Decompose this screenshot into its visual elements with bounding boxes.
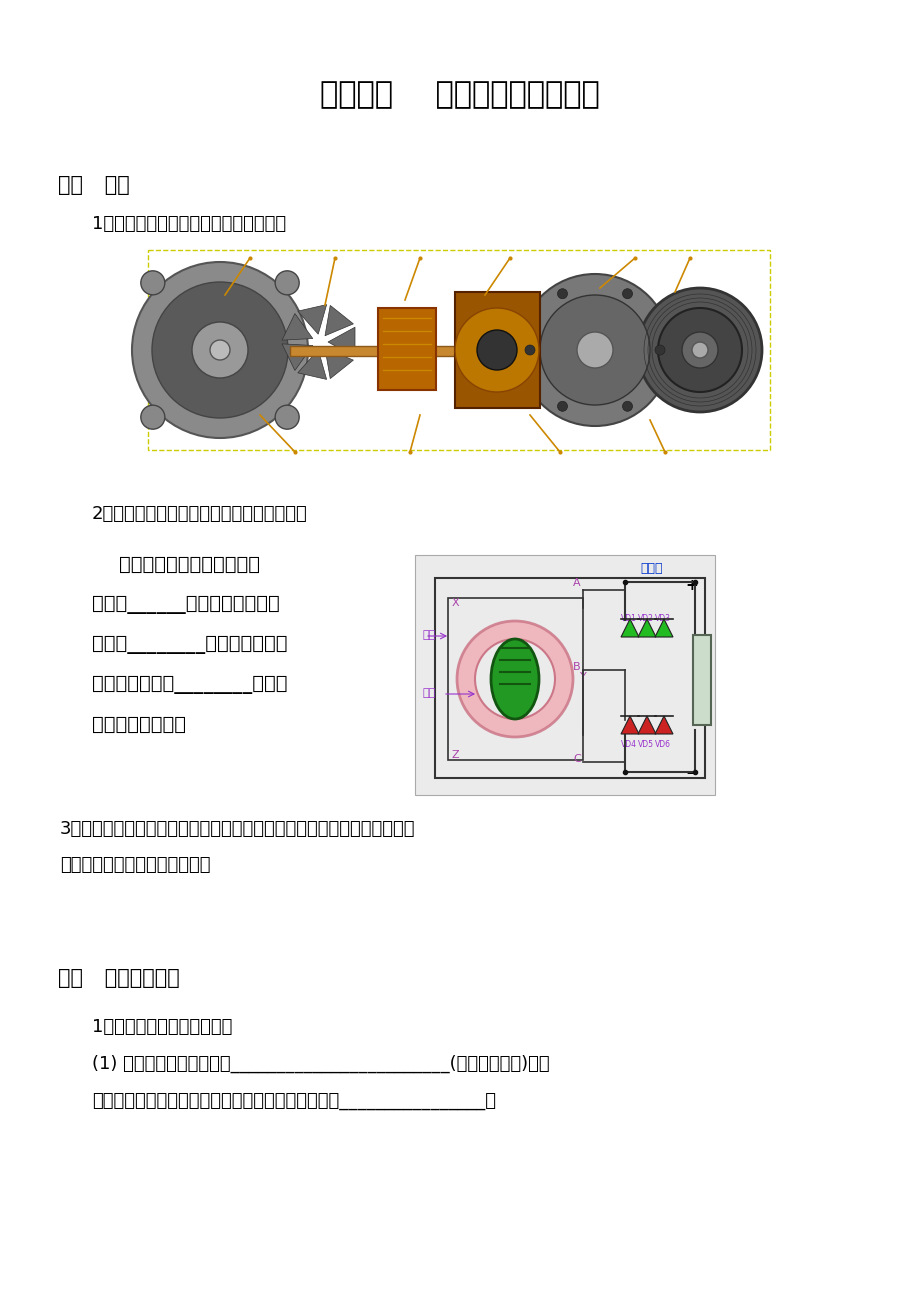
Circle shape bbox=[654, 345, 664, 355]
Text: A: A bbox=[573, 578, 580, 589]
Circle shape bbox=[539, 296, 650, 405]
Polygon shape bbox=[324, 306, 353, 336]
Text: 一、   咨询: 一、 咨询 bbox=[58, 174, 130, 195]
Text: 当励磁绕组有电流通过时，: 当励磁绕组有电流通过时， bbox=[92, 555, 260, 574]
Polygon shape bbox=[282, 344, 312, 371]
Text: 旋转，________与磁力线发生相: 旋转，________与磁力线发生相 bbox=[92, 635, 288, 654]
Text: 二、   计划与实施：: 二、 计划与实施： bbox=[58, 967, 179, 988]
Circle shape bbox=[141, 405, 165, 430]
Text: 任务工单    汽车发电机零件检修: 任务工单 汽车发电机零件检修 bbox=[320, 79, 599, 109]
Circle shape bbox=[275, 271, 299, 294]
Polygon shape bbox=[282, 314, 312, 340]
Bar bbox=[692, 635, 710, 725]
Text: +: + bbox=[685, 578, 697, 592]
Text: X: X bbox=[451, 598, 460, 608]
Text: 器: 器 bbox=[696, 680, 701, 690]
Circle shape bbox=[192, 322, 248, 378]
Text: 整流器: 整流器 bbox=[640, 562, 662, 575]
Text: B: B bbox=[573, 661, 580, 672]
Circle shape bbox=[131, 262, 308, 437]
Circle shape bbox=[557, 401, 567, 411]
Circle shape bbox=[525, 345, 535, 355]
Polygon shape bbox=[328, 327, 355, 357]
Text: Z: Z bbox=[451, 750, 460, 760]
Text: 3、结合汽车交流发电机的组成部分和工作原理，分析汽车交流发电机不发: 3、结合汽车交流发电机的组成部分和工作原理，分析汽车交流发电机不发 bbox=[60, 820, 415, 838]
Text: Y: Y bbox=[579, 672, 586, 682]
Polygon shape bbox=[298, 305, 326, 335]
Circle shape bbox=[657, 309, 742, 392]
Circle shape bbox=[275, 405, 299, 430]
Polygon shape bbox=[298, 350, 326, 379]
Polygon shape bbox=[620, 716, 639, 734]
Polygon shape bbox=[654, 716, 673, 734]
Circle shape bbox=[518, 273, 670, 426]
Text: 1、写出下图中发电机的主要组成部分：: 1、写出下图中发电机的主要组成部分： bbox=[92, 215, 286, 233]
Text: 用: 用 bbox=[696, 648, 701, 658]
Circle shape bbox=[576, 332, 612, 368]
Text: VD2: VD2 bbox=[637, 615, 653, 622]
Text: VD1: VD1 bbox=[620, 615, 636, 622]
Text: VD4: VD4 bbox=[620, 740, 636, 749]
Text: 电: 电 bbox=[696, 664, 701, 674]
Text: 转子: 转子 bbox=[423, 687, 436, 698]
Circle shape bbox=[455, 309, 539, 392]
Text: 会产生______，发动机带动转子: 会产生______，发动机带动转子 bbox=[92, 595, 279, 615]
Bar bbox=[148, 250, 769, 450]
Text: 2、根据下图，描述汽车发电机的工作原理：: 2、根据下图，描述汽车发电机的工作原理： bbox=[92, 505, 308, 523]
Text: VD3: VD3 bbox=[654, 615, 670, 622]
Text: C: C bbox=[573, 754, 580, 764]
Circle shape bbox=[637, 288, 761, 411]
Text: 对切割运动，在________两端便: 对切割运动，在________两端便 bbox=[92, 674, 288, 694]
Circle shape bbox=[141, 271, 165, 294]
Circle shape bbox=[474, 639, 554, 719]
Polygon shape bbox=[637, 716, 655, 734]
Polygon shape bbox=[620, 618, 639, 637]
Bar bbox=[378, 309, 436, 391]
Text: VD6: VD6 bbox=[654, 740, 670, 749]
Circle shape bbox=[622, 289, 632, 298]
Bar bbox=[455, 292, 539, 408]
Text: 定子: 定子 bbox=[423, 630, 436, 641]
Circle shape bbox=[622, 401, 632, 411]
Circle shape bbox=[691, 342, 708, 358]
Polygon shape bbox=[324, 348, 353, 379]
Circle shape bbox=[210, 340, 230, 359]
Text: 1、励磁绕组故障检测与分析: 1、励磁绕组故障检测与分析 bbox=[92, 1018, 233, 1036]
Bar bbox=[435, 578, 704, 779]
Circle shape bbox=[557, 289, 567, 298]
Bar bbox=[289, 346, 490, 355]
Circle shape bbox=[152, 283, 288, 418]
Text: 电或者发电量不足的主要原因：: 电或者发电量不足的主要原因： bbox=[60, 855, 210, 874]
Ellipse shape bbox=[491, 639, 539, 719]
Circle shape bbox=[457, 621, 573, 737]
Bar bbox=[414, 555, 714, 796]
Bar bbox=[448, 598, 583, 760]
Text: VD5: VD5 bbox=[637, 740, 653, 749]
Circle shape bbox=[476, 329, 516, 370]
Text: 是测得励磁绕组阻值小于正常范围，则发生的故障为________________，: 是测得励磁绕组阻值小于正常范围，则发生的故障为________________， bbox=[92, 1092, 495, 1111]
Circle shape bbox=[681, 332, 717, 368]
Polygon shape bbox=[654, 618, 673, 637]
Text: 产生交流电动势。: 产生交流电动势。 bbox=[92, 715, 186, 734]
Text: (1) 励磁绕组正常阻值范围________________________(查阅维修手册)，若: (1) 励磁绕组正常阻值范围________________________(查… bbox=[92, 1055, 549, 1073]
Polygon shape bbox=[637, 618, 655, 637]
Text: −: − bbox=[685, 766, 697, 781]
